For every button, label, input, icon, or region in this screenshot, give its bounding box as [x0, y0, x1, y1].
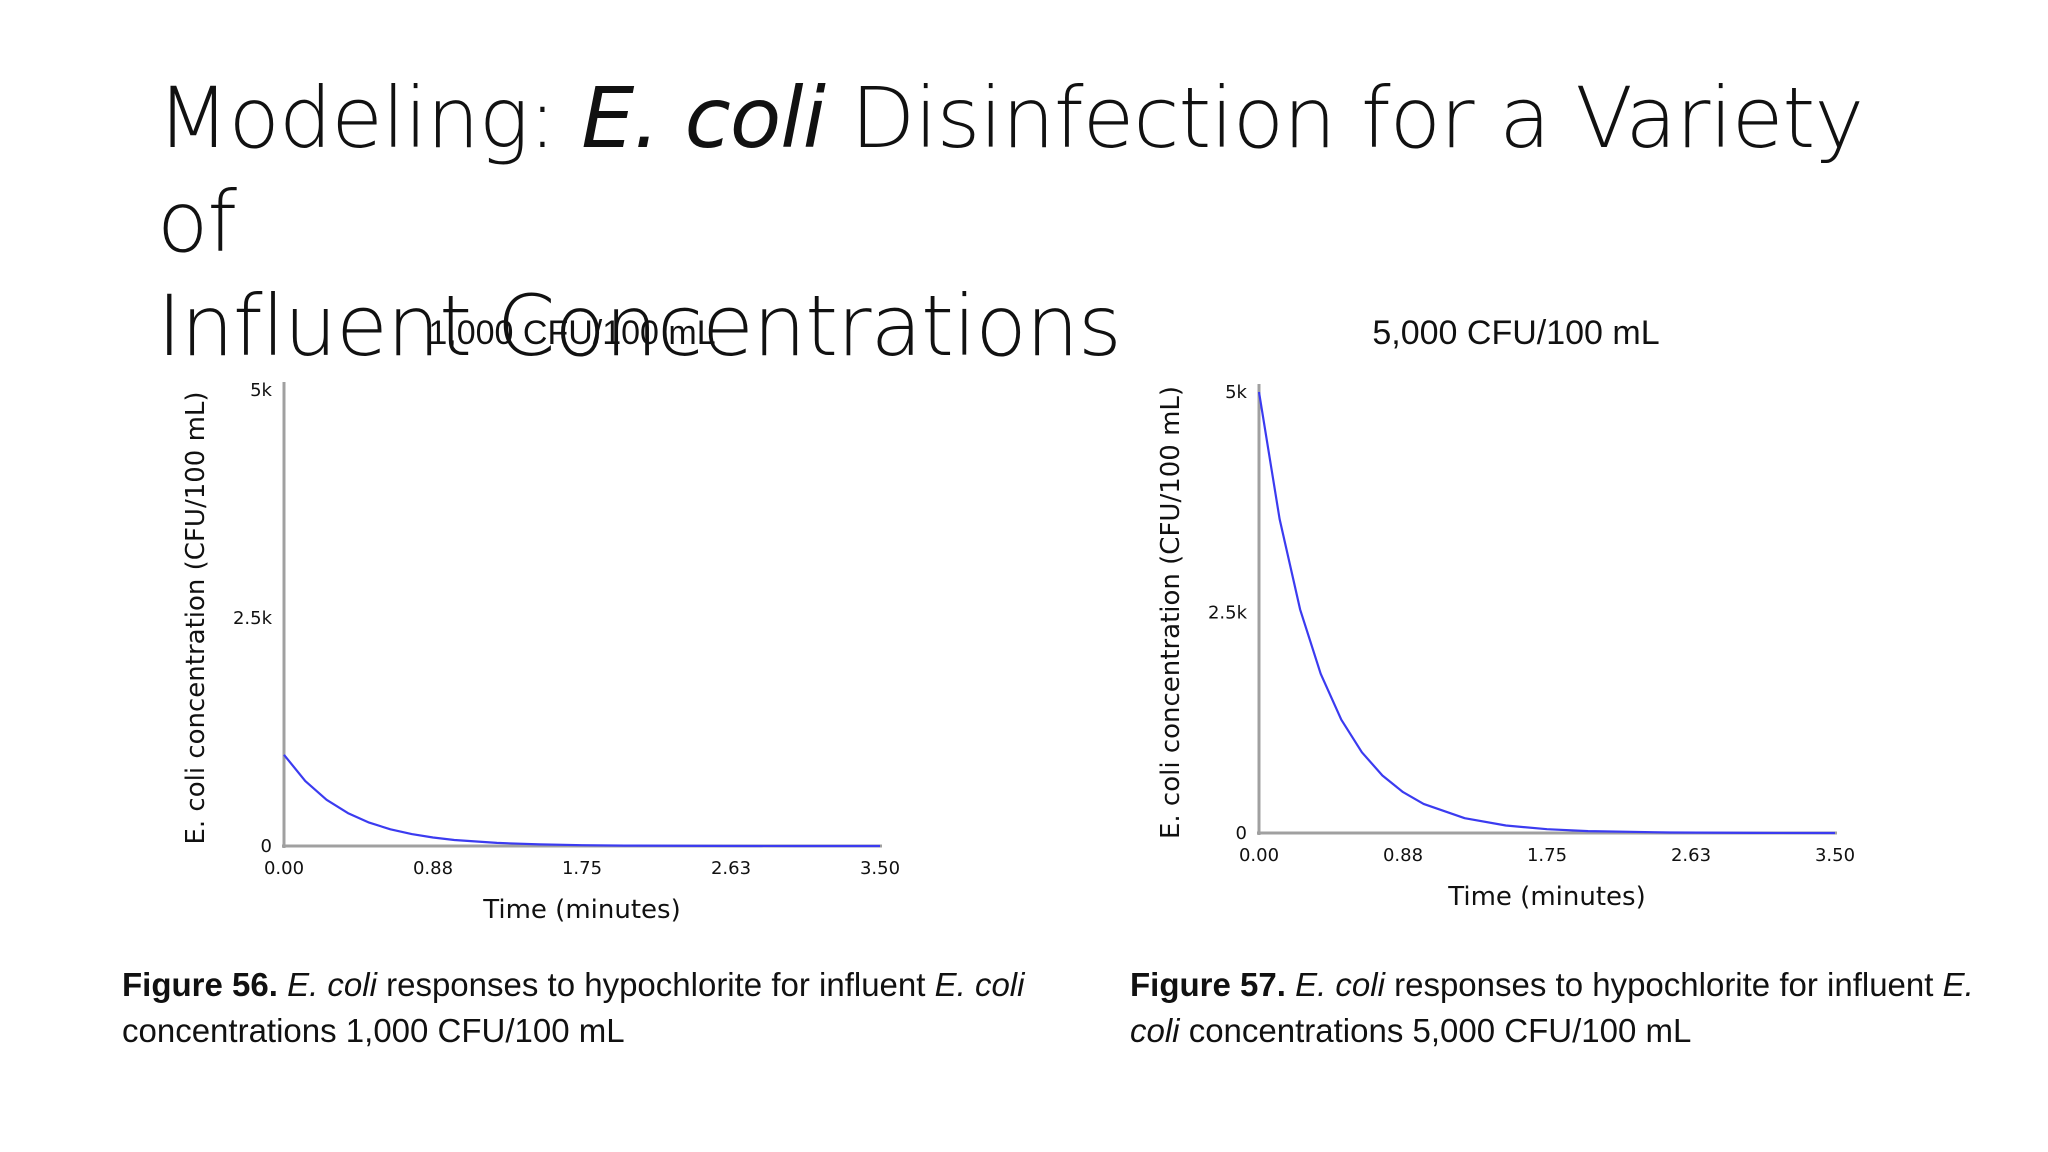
- y-tick-label: 0: [261, 836, 272, 857]
- y-tick-label: 5k: [250, 380, 272, 401]
- x-axis-title: Time (minutes): [482, 895, 680, 925]
- caption-figure-57: Figure 57. E. coli responses to hypochlo…: [1130, 962, 2010, 1054]
- series-line: [1257, 391, 1836, 835]
- caption-italic: E. coli: [934, 966, 1025, 1003]
- series-line: [283, 754, 880, 848]
- x-tick-label: 3.50: [860, 858, 900, 879]
- chart-5000: 0 2.5k 5k 0.00 0.88 1.75 2.63 3.50 Time (minutes…: [1156, 382, 1855, 912]
- x-axis-title: Time (minutes): [1447, 882, 1645, 912]
- y-tick-label: 5k: [1225, 382, 1247, 403]
- caption-label: Figure 57.: [1130, 966, 1286, 1003]
- caption-text: concentrations 5,000 CFU/100 mL: [1179, 1012, 1692, 1049]
- title-prefix: Modeling:: [157, 69, 582, 167]
- x-tick-label: 0.88: [413, 858, 453, 879]
- x-tick-label: 0.00: [264, 858, 304, 879]
- x-tick-label: 2.63: [1671, 845, 1711, 866]
- slide-title: Modeling: E. coli Disinfection for a Var…: [157, 66, 1957, 378]
- caption-italic: E. coli: [1295, 966, 1385, 1003]
- chart-1000: 0 2.5k 5k 0.00 0.88 1.75 2.63 3.50 Time (minutes…: [181, 380, 900, 925]
- caption-italic: E. coli: [1130, 966, 1974, 1049]
- x-tick-label: 3.50: [1815, 845, 1855, 866]
- caption-figure-56: Figure 56. E. coli responses to hypochlo…: [122, 962, 1042, 1054]
- y-tick-label: 2.5k: [233, 608, 273, 629]
- title-line2: Influent Concentrations: [157, 277, 1122, 375]
- y-axis-title: E. coli concentration (CFU/100 mL): [181, 391, 211, 844]
- x-tick-label: 1.75: [562, 858, 602, 879]
- y-tick-label: 2.5k: [1208, 603, 1248, 624]
- x-tick-label: 1.75: [1527, 845, 1567, 866]
- caption-italic: E. coli: [287, 966, 377, 1003]
- x-tick-label: 2.63: [711, 858, 751, 879]
- y-tick-label: 0: [1236, 823, 1247, 844]
- caption-text: responses to hypochlorite for influent: [1384, 966, 1943, 1003]
- caption-text: responses to hypochlorite for influent: [376, 966, 935, 1003]
- caption-label: Figure 56.: [122, 966, 278, 1003]
- caption-text: concentrations 1,000 CFU/100 mL: [122, 1012, 625, 1049]
- x-tick-label: 0.88: [1383, 845, 1423, 866]
- panel-heading-1: 1,000 CFU/100 mL: [428, 314, 716, 352]
- title-suffix: Disinfection for a Variety of: [157, 69, 1864, 271]
- title-italic: E. coli: [581, 69, 826, 167]
- x-tick-label: 0.00: [1239, 845, 1279, 866]
- panel-heading-2: 5,000 CFU/100 mL: [1372, 314, 1660, 352]
- y-axis-title: E. coli concentration (CFU/100 mL): [1156, 386, 1186, 839]
